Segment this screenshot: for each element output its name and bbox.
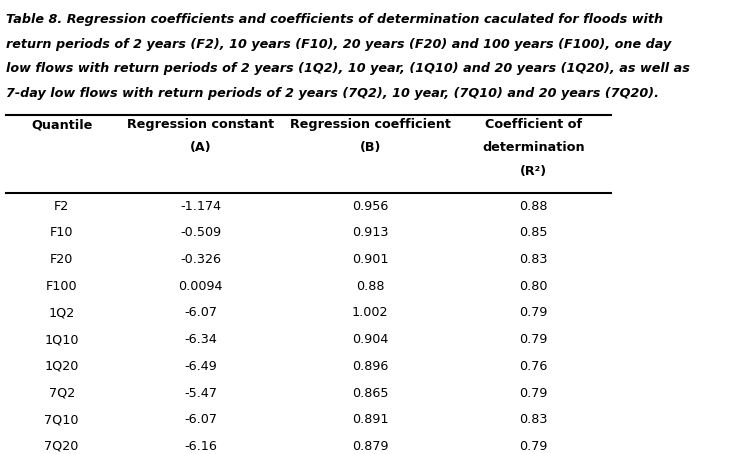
Text: 0.79: 0.79 bbox=[520, 440, 548, 453]
Text: F20: F20 bbox=[50, 253, 74, 266]
Text: (A): (A) bbox=[190, 142, 211, 154]
Text: 1Q10: 1Q10 bbox=[44, 333, 79, 346]
Text: return periods of 2 years (F2), 10 years (F10), 20 years (F20) and 100 years (F1: return periods of 2 years (F2), 10 years… bbox=[6, 38, 671, 51]
Text: -6.07: -6.07 bbox=[184, 413, 217, 426]
Text: Quantile: Quantile bbox=[31, 118, 93, 131]
Text: 0.79: 0.79 bbox=[520, 386, 548, 400]
Text: 0.879: 0.879 bbox=[352, 440, 389, 453]
Text: 0.80: 0.80 bbox=[520, 280, 548, 293]
Text: 7Q2: 7Q2 bbox=[49, 386, 75, 400]
Text: F2: F2 bbox=[54, 200, 69, 213]
Text: 0.79: 0.79 bbox=[520, 333, 548, 346]
Text: -6.49: -6.49 bbox=[184, 360, 217, 373]
Text: 7-day low flows with return periods of 2 years (7Q2), 10 year, (7Q10) and 20 yea: 7-day low flows with return periods of 2… bbox=[6, 87, 659, 100]
Text: 0.83: 0.83 bbox=[520, 413, 548, 426]
Text: -1.174: -1.174 bbox=[180, 200, 221, 213]
Text: 0.901: 0.901 bbox=[352, 253, 389, 266]
Text: 7Q20: 7Q20 bbox=[44, 440, 79, 453]
Text: 1.002: 1.002 bbox=[352, 306, 389, 320]
Text: 0.0094: 0.0094 bbox=[178, 280, 223, 293]
Text: 0.956: 0.956 bbox=[352, 200, 389, 213]
Text: -5.47: -5.47 bbox=[184, 386, 217, 400]
Text: F10: F10 bbox=[50, 227, 74, 239]
Text: 0.76: 0.76 bbox=[520, 360, 548, 373]
Text: (B): (B) bbox=[359, 142, 381, 154]
Text: Table 8. Regression coefficients and coefficients of determination caculated for: Table 8. Regression coefficients and coe… bbox=[6, 13, 663, 26]
Text: 1Q20: 1Q20 bbox=[44, 360, 79, 373]
Text: 0.896: 0.896 bbox=[352, 360, 389, 373]
Text: Regression coefficient: Regression coefficient bbox=[290, 118, 450, 131]
Text: 0.865: 0.865 bbox=[352, 386, 389, 400]
Text: 0.79: 0.79 bbox=[520, 306, 548, 320]
Text: 0.83: 0.83 bbox=[520, 253, 548, 266]
Text: low flows with return periods of 2 years (1Q2), 10 year, (1Q10) and 20 years (1Q: low flows with return periods of 2 years… bbox=[6, 62, 690, 75]
Text: 1Q2: 1Q2 bbox=[49, 306, 75, 320]
Text: 0.85: 0.85 bbox=[520, 227, 548, 239]
Text: -6.07: -6.07 bbox=[184, 306, 217, 320]
Text: (R²): (R²) bbox=[520, 165, 547, 178]
Text: 0.913: 0.913 bbox=[352, 227, 389, 239]
Text: 0.904: 0.904 bbox=[352, 333, 389, 346]
Text: Coefficient of: Coefficient of bbox=[485, 118, 582, 131]
Text: -6.34: -6.34 bbox=[184, 333, 217, 346]
Text: 0.88: 0.88 bbox=[355, 280, 384, 293]
Text: 7Q10: 7Q10 bbox=[44, 413, 79, 426]
Text: -6.16: -6.16 bbox=[184, 440, 217, 453]
Text: F100: F100 bbox=[46, 280, 77, 293]
Text: determination: determination bbox=[482, 142, 585, 154]
Text: -0.326: -0.326 bbox=[180, 253, 221, 266]
Text: Regression constant: Regression constant bbox=[127, 118, 274, 131]
Text: 0.891: 0.891 bbox=[352, 413, 389, 426]
Text: 0.88: 0.88 bbox=[520, 200, 548, 213]
Text: -0.509: -0.509 bbox=[180, 227, 221, 239]
